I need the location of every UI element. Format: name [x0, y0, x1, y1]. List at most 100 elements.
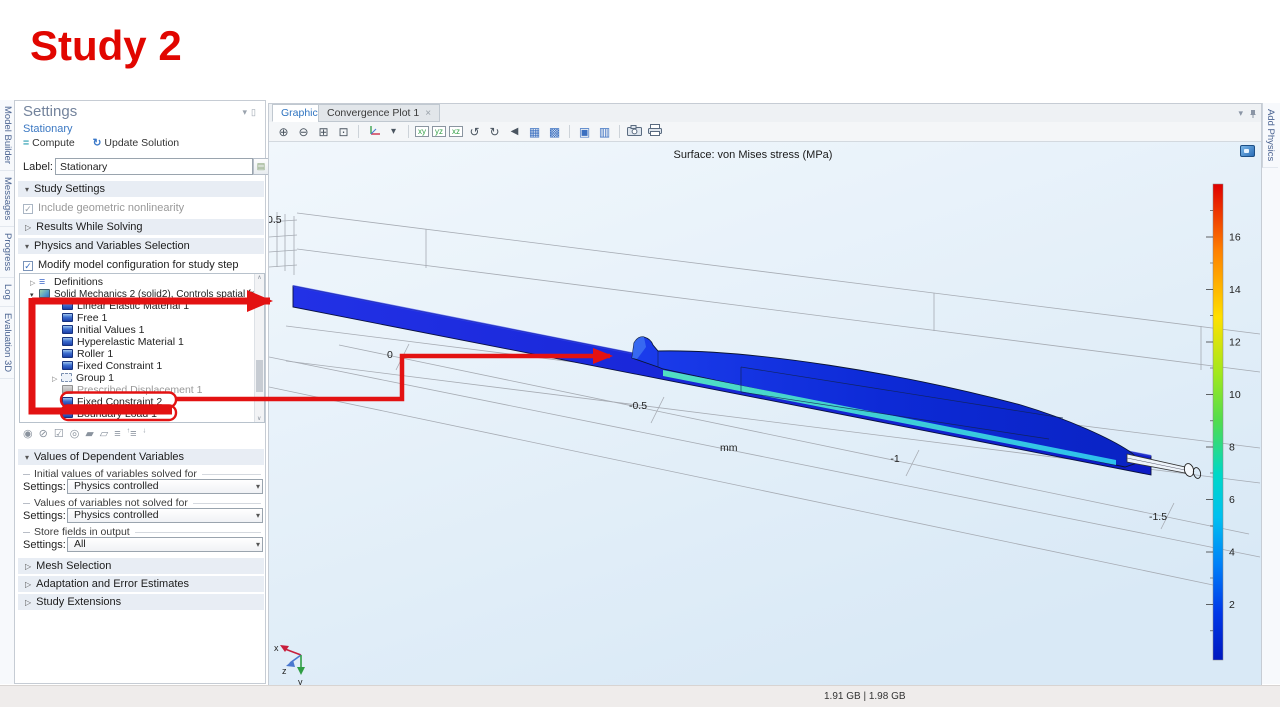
- colorbar-tick-label: 12: [1229, 337, 1241, 349]
- settings-panel: Settings ▾▯ Stationary = Compute ↻ Update …: [14, 100, 269, 684]
- attributes-icon[interactable]: ◉: [23, 428, 39, 440]
- go-to-default-view-icon[interactable]: [365, 124, 382, 139]
- scroll-down-icon[interactable]: ∨: [257, 416, 262, 422]
- sidebar-tab-evaluation-3d[interactable]: Evaluation 3D: [0, 307, 15, 380]
- camera-icon[interactable]: [626, 124, 643, 139]
- default-icon[interactable]: ◎: [69, 428, 86, 440]
- scrollbar-thumb[interactable]: [256, 360, 263, 392]
- expander-icon[interactable]: ▷: [30, 280, 36, 287]
- enable-icon[interactable]: ☑: [53, 428, 70, 440]
- sidebar-tab-add-physics[interactable]: Add Physics: [1262, 103, 1278, 169]
- graphics-canvas[interactable]: Surface: von Mises stress (MPa) 0.5 0 -0: [269, 142, 1261, 685]
- image-snapshot-icon[interactable]: ▣: [578, 124, 591, 139]
- sidebar-tab-log[interactable]: Log: [0, 278, 15, 308]
- zoom-in-icon[interactable]: ⊕: [278, 124, 289, 139]
- section-physics-selection[interactable]: ▾ Physics and Variables Selection: [18, 238, 264, 254]
- zoom-out-icon[interactable]: ⊖: [298, 124, 309, 139]
- section-adaptation[interactable]: ▷ Adaptation and Error Estimates: [18, 576, 264, 592]
- modify-configuration-row[interactable]: ✓ Modify model configuration for study st…: [23, 259, 239, 271]
- boundary-node-icon: [62, 349, 73, 358]
- scroll-up-icon[interactable]: ∧: [257, 275, 262, 281]
- axis-tick-label: 0: [387, 349, 393, 361]
- tab-convergence-plot[interactable]: Convergence Plot 1 ×: [318, 104, 441, 122]
- view-xz-icon[interactable]: xz: [449, 126, 463, 137]
- expander-icon[interactable]: ▾: [30, 292, 34, 299]
- tree-item-fixed-constraint-1[interactable]: Fixed Constraint 1: [20, 360, 252, 372]
- settings-toolbar: = Compute ↻ Update Solution: [23, 137, 179, 149]
- move-up-icon[interactable]: ≡↑: [114, 427, 131, 440]
- right-tab-strip: Add Physics: [1262, 103, 1280, 684]
- initial-values-dropdown[interactable]: Physics controlled ▾: [67, 479, 263, 494]
- tree-item-definitions[interactable]: ▷ ≡ Definitions: [30, 276, 104, 288]
- disabled-node-icon: [62, 385, 73, 394]
- colorbar-tick-label: 16: [1229, 232, 1241, 244]
- sweep-icon[interactable]: ▰: [85, 428, 100, 440]
- zoom-extents-icon[interactable]: ⊡: [338, 124, 349, 139]
- close-icon[interactable]: ×: [425, 108, 432, 119]
- include-nonlinearity-row[interactable]: ✓ Include geometric nonlinearity: [23, 202, 185, 214]
- move-down-icon[interactable]: ≡↓: [130, 427, 147, 440]
- tree-item-prescribed-displacement[interactable]: Prescribed Displacement 1: [20, 384, 252, 396]
- tree-item-hyperelastic[interactable]: Hyperelastic Material 1: [20, 336, 252, 348]
- section-study-extensions[interactable]: ▷ Study Extensions: [18, 594, 264, 610]
- tree-item-group-1[interactable]: ▷ Group 1: [52, 372, 114, 384]
- material-node-icon: [62, 301, 73, 310]
- colorbar-tick-label: 2: [1229, 599, 1235, 611]
- transparency-icon[interactable]: ▩: [548, 124, 561, 139]
- plot-window-icon[interactable]: [1240, 145, 1255, 157]
- section-collapsed-icon: ▷: [25, 598, 32, 607]
- disable-icon[interactable]: ⊘: [38, 428, 54, 440]
- tree-item-initial-values[interactable]: Initial Values 1: [20, 324, 252, 336]
- view-xy-icon[interactable]: xy: [415, 126, 429, 137]
- definitions-icon: ≡: [39, 276, 46, 288]
- tree-scrollbar[interactable]: ∧ ∨: [254, 274, 264, 422]
- section-study-settings[interactable]: ▾ Study Settings: [18, 181, 264, 197]
- compute-button[interactable]: = Compute: [23, 137, 75, 149]
- sidebar-tab-progress[interactable]: Progress: [0, 227, 15, 279]
- settings-header-icons[interactable]: ▾▯: [243, 107, 260, 118]
- colorbar-tick-label: 14: [1229, 284, 1241, 296]
- sidebar-tab-messages[interactable]: Messages: [0, 171, 15, 228]
- study-step-name: Stationary: [23, 123, 73, 135]
- label-rename-button[interactable]: ▤: [253, 158, 269, 175]
- tree-toolbar: ◉⊘☑◎▰▱≡↑≡↓: [23, 427, 146, 440]
- store-fields-dropdown[interactable]: All ▾: [67, 537, 263, 552]
- label-caption: Label:: [23, 161, 53, 173]
- view-menu-caret-icon[interactable]: ▾: [390, 126, 397, 137]
- not-solved-dropdown[interactable]: Physics controlled ▾: [67, 508, 263, 523]
- tree-item-roller[interactable]: Roller 1: [20, 348, 252, 360]
- settings-row-3: Settings: All ▾: [23, 537, 263, 553]
- view-yz-icon[interactable]: yz: [432, 126, 446, 137]
- collapse-sections-icon[interactable]: ▾: [242, 107, 252, 117]
- z-axis-arrow: [286, 660, 295, 667]
- chevron-down-icon: ▾: [255, 540, 260, 549]
- chevron-down-icon[interactable]: ▾: [1238, 108, 1243, 118]
- copy-window-icon[interactable]: ▥: [598, 124, 611, 139]
- tree-item-boundary-load-1[interactable]: Boundary Load 1: [20, 408, 252, 420]
- section-mesh-selection[interactable]: ▷ Mesh Selection: [18, 558, 264, 574]
- label-input[interactable]: [55, 158, 253, 175]
- tree-item-solid-mechanics[interactable]: ▾ Solid Mechanics 2 (solid2), Controls sp…: [30, 289, 265, 300]
- copy-icon[interactable]: ▱: [99, 428, 115, 440]
- update-solution-button[interactable]: ↻ Update Solution: [92, 137, 180, 149]
- section-dependent-variables[interactable]: ▾ Values of Dependent Variables: [18, 449, 264, 465]
- label-row: Label: ▤: [23, 158, 269, 176]
- group-not-solved: Values of variables not solved for: [23, 497, 261, 509]
- checkbox-checked-icon[interactable]: ✓: [23, 204, 33, 214]
- print-icon[interactable]: [646, 124, 663, 139]
- grid-icon[interactable]: ▦: [528, 124, 541, 139]
- tree-item-linear-elastic[interactable]: Linear Elastic Material 1: [20, 300, 252, 312]
- pin-icon[interactable]: [1249, 109, 1257, 119]
- previous-view-icon[interactable]: ◀: [510, 126, 519, 137]
- tree-item-fixed-constraint-2[interactable]: Fixed Constraint 2: [20, 396, 252, 408]
- zoom-box-icon[interactable]: ⊞: [318, 124, 329, 139]
- rotate-cw-icon[interactable]: ↻: [489, 124, 500, 139]
- tree-item-free[interactable]: Free 1: [20, 312, 252, 324]
- rotate-ccw-icon[interactable]: ↺: [469, 124, 480, 139]
- section-collapsed-icon: ▷: [25, 580, 32, 589]
- pin-icon[interactable]: ▯: [251, 107, 260, 117]
- section-results-while-solving[interactable]: ▷ Results While Solving: [18, 219, 264, 235]
- sidebar-tab-model-builder[interactable]: Model Builder: [0, 100, 15, 172]
- left-tab-strip: Model Builder Messages Progress Log Eval…: [0, 100, 15, 684]
- checkbox-checked-icon[interactable]: ✓: [23, 261, 33, 271]
